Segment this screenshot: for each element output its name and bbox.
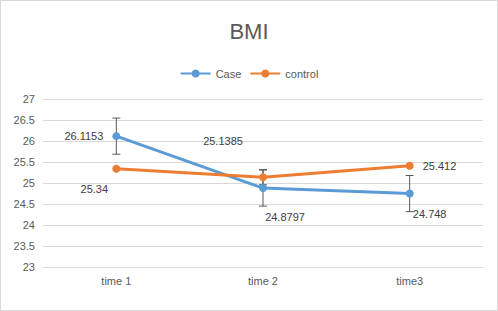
svg-text:time3: time3 xyxy=(396,275,423,287)
svg-text:23: 23 xyxy=(23,261,35,273)
svg-text:time 2: time 2 xyxy=(248,275,278,287)
svg-text:27: 27 xyxy=(23,93,35,105)
svg-text:26.1153: 26.1153 xyxy=(64,130,103,142)
svg-text:24.5: 24.5 xyxy=(14,198,35,210)
svg-text:Case: Case xyxy=(216,68,242,80)
svg-text:control: control xyxy=(285,68,318,80)
svg-text:23.5: 23.5 xyxy=(14,240,35,252)
svg-text:BMI: BMI xyxy=(229,19,268,44)
svg-text:25: 25 xyxy=(23,177,35,189)
svg-text:24: 24 xyxy=(23,219,35,231)
svg-text:24.8797: 24.8797 xyxy=(265,211,305,223)
svg-text:25.412: 25.412 xyxy=(423,160,457,172)
svg-text:25.5: 25.5 xyxy=(14,156,35,168)
svg-text:24.748: 24.748 xyxy=(413,208,447,220)
svg-text:25.1385: 25.1385 xyxy=(203,135,243,147)
svg-text:25.34: 25.34 xyxy=(81,183,109,195)
svg-text:26: 26 xyxy=(23,135,35,147)
svg-text:time 1: time 1 xyxy=(101,275,131,287)
svg-text:26.5: 26.5 xyxy=(14,114,35,126)
